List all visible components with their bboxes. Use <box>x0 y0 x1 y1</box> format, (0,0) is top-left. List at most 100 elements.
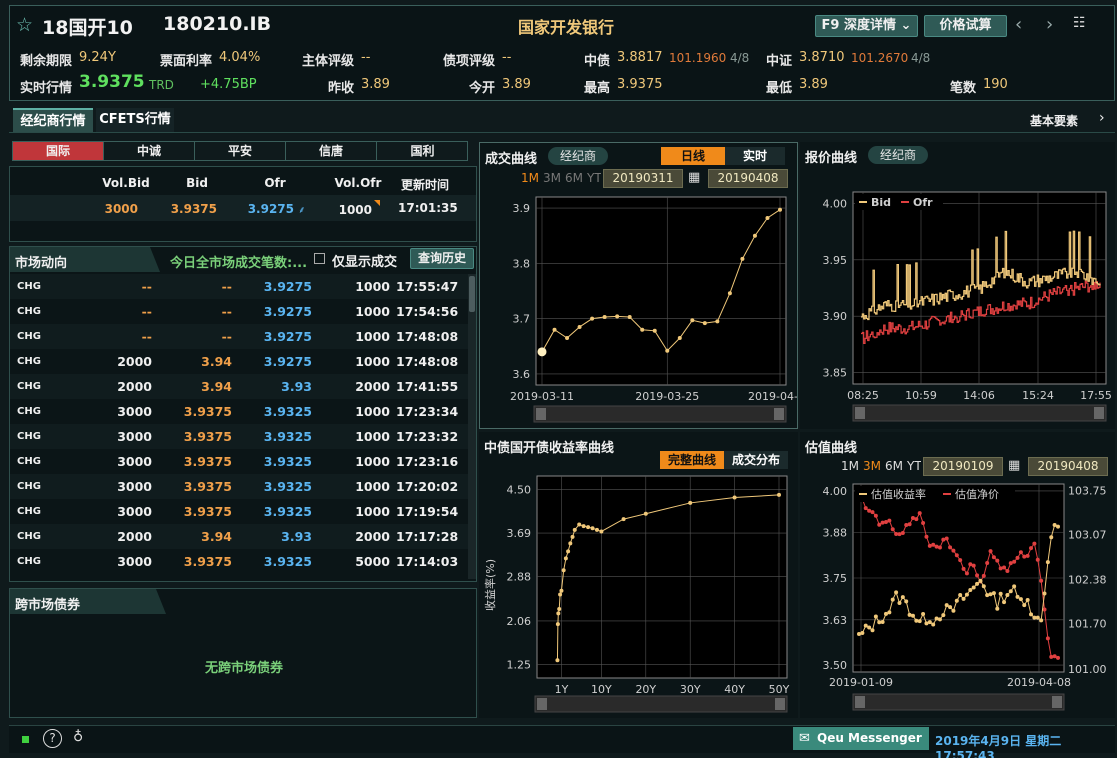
list-menu-icon[interactable]: ☷ <box>1073 15 1086 31</box>
val-calendar-icon[interactable]: ▦ <box>1008 458 1021 473</box>
favorite-star-icon[interactable]: ☆ <box>16 14 34 36</box>
deal-source-pill[interactable]: 经纪商 <box>548 147 608 165</box>
row-type: CHG <box>17 481 41 492</box>
market-row[interactable]: CHG 3000 3.9375 3.9325 1000 17:23:34 <box>10 399 468 424</box>
row-vol-ofr: 1000 <box>355 304 390 319</box>
query-history-button[interactable]: 查询历史 <box>410 248 474 269</box>
valuation-price-point <box>931 542 936 547</box>
valuation-price-point <box>995 558 1000 563</box>
valuation-price-point <box>890 527 895 532</box>
val-range-3m[interactable]: 3M <box>863 459 881 473</box>
quote-curve-panel: 报价曲线 经纪商 3.85 3.90 3.95 4.00 08:25 10:59 14:06… <box>800 142 1115 429</box>
value-prev-close: 3.89 <box>361 77 390 92</box>
deal-dist-toggle[interactable]: 成交分布 <box>724 451 788 469</box>
val-range-ytd[interactable]: YTD <box>907 459 921 473</box>
basic-elements-link[interactable]: 基本要素 <box>1030 114 1079 128</box>
valuation-yield-point <box>1052 523 1057 528</box>
quote-chart: 3.85 3.90 3.95 4.00 08:25 10:59 14:06 15:24 17:5… <box>823 191 1112 422</box>
valuation-price-point <box>998 566 1003 571</box>
chevron-right-icon[interactable]: › <box>1099 110 1105 126</box>
label-open: 今开 <box>469 81 496 96</box>
y-tick-label: 3.9 <box>513 202 531 215</box>
y-tick-label: 4.50 <box>507 483 532 496</box>
market-row[interactable]: CHG 3000 3.9375 3.9325 1000 17:19:54 <box>10 499 468 524</box>
tab-broker-quotes[interactable]: 经纪商行情 <box>13 108 93 132</box>
valuation-price-point <box>941 537 946 542</box>
y-tick-label-left: 4.00 <box>823 485 848 498</box>
full-curve-toggle[interactable]: 完整曲线 <box>660 451 724 469</box>
broker-tab-zhongcheng[interactable]: 中诚 <box>104 142 195 160</box>
row-vol-bid: 3000 <box>117 479 152 494</box>
row-type: CHG <box>17 556 41 567</box>
deal-point <box>690 318 695 323</box>
best-quote-row[interactable]: 3000 3.9375 3.9275 ⸙ 1000 17:01:35 <box>10 195 476 221</box>
row-ofr: 3.9325 <box>263 454 312 469</box>
quote-source-pill[interactable]: 经纪商 <box>868 146 928 164</box>
help-icon[interactable]: ? <box>43 729 62 748</box>
market-row[interactable]: CHG 2000 3.94 3.93 2000 17:17:28 <box>10 524 468 549</box>
deal-start-date[interactable]: 20190311 <box>603 169 683 188</box>
market-scrollbar[interactable] <box>468 274 476 579</box>
row-vol-ofr: 2000 <box>355 529 390 544</box>
valuation-yield-point <box>1029 612 1034 617</box>
yield-point <box>688 500 693 505</box>
market-row[interactable]: CHG 3000 3.9375 3.9325 1000 17:23:16 <box>10 449 468 474</box>
price-calc-button[interactable]: 价格试算 <box>924 15 1007 37</box>
market-row[interactable]: CHG 3000 3.9375 3.9325 1000 17:23:32 <box>10 424 468 449</box>
lightbulb-icon[interactable]: ♁ <box>73 729 84 745</box>
value-realtime-src: TRD <box>149 78 174 92</box>
valuation-price-point <box>897 532 902 537</box>
scroll-thumb[interactable] <box>469 276 475 312</box>
value-coupon: 4.04% <box>219 50 261 65</box>
range-1m[interactable]: 1M <box>521 171 539 185</box>
tab-cfets-quotes[interactable]: CFETS行情 <box>96 108 174 132</box>
deal-point <box>640 327 645 332</box>
market-row[interactable]: CHG 3000 3.9375 3.9325 5000 17:14:03 <box>10 549 468 574</box>
market-row[interactable]: CHG 2000 3.94 3.93 2000 17:41:55 <box>10 374 468 399</box>
broker-tab-pingan[interactable]: 平安 <box>195 142 286 160</box>
deal-end-date[interactable]: 20190408 <box>708 169 788 188</box>
valuation-yield-point <box>1002 600 1007 605</box>
row-vol-ofr: 5000 <box>355 554 390 569</box>
market-row[interactable]: CHG -- -- 3.9275 1000 17:55:47 <box>10 274 468 299</box>
y-tick-label-right: 102.38 <box>1068 573 1107 586</box>
market-row[interactable]: CHG 2000 3.94 3.9275 1000 17:48:08 <box>10 349 468 374</box>
row-bid: 3.9375 <box>183 429 232 444</box>
yield-scroll-handle-right <box>775 698 785 710</box>
broker-tab-xintang[interactable]: 信唐 <box>286 142 377 160</box>
val-end-date[interactable]: 20190408 <box>1028 457 1108 476</box>
market-row[interactable]: CHG 3000 3.9375 3.9325 1000 17:20:02 <box>10 474 468 499</box>
market-row[interactable]: CHG -- -- 3.9275 1000 17:54:56 <box>10 299 468 324</box>
market-list[interactable]: CHG -- -- 3.9275 1000 17:55:47 CHG -- -- 3.9275 10… <box>10 274 468 579</box>
qeu-messenger-button[interactable]: ✉ Qeu Messenger <box>793 727 929 750</box>
row-ofr: 3.93 <box>281 529 312 544</box>
row-bid: -- <box>221 304 232 319</box>
row-time: 17:14:03 <box>396 554 459 569</box>
daily-toggle[interactable]: 日线 <box>661 147 725 165</box>
f9-detail-button[interactable]: F9 深度详情 ⌄ <box>815 15 918 37</box>
broker-tab-guoji[interactable]: 国际 <box>13 142 104 160</box>
range-3m[interactable]: 3M <box>543 171 561 185</box>
x-tick-label: 1Y <box>555 683 569 696</box>
market-row[interactable]: CHG -- -- 3.9275 1000 17:48:08 <box>10 324 468 349</box>
only-trades-checkbox[interactable] <box>314 253 325 264</box>
flag-icon <box>374 200 380 206</box>
calendar-icon[interactable]: ▦ <box>688 170 701 185</box>
prev-arrow-icon[interactable]: ‹ <box>1015 14 1023 35</box>
range-ytd[interactable]: YTD <box>587 171 601 185</box>
label-coupon: 票面利率 <box>160 54 213 69</box>
yield-point <box>586 525 591 530</box>
broker-tab-guoli[interactable]: 国利 <box>410 144 435 158</box>
realtime-toggle[interactable]: 实时 <box>725 147 785 165</box>
next-arrow-icon[interactable]: › <box>1046 14 1054 35</box>
label-low: 最低 <box>766 81 793 96</box>
row-type: CHG <box>17 406 41 417</box>
val-start-date[interactable]: 20190109 <box>923 457 1003 476</box>
best-bid: 3.9375 <box>170 202 217 216</box>
val-range-6m[interactable]: 6M <box>885 459 903 473</box>
range-6m[interactable]: 6M <box>565 171 583 185</box>
val-range-1m[interactable]: 1M <box>841 459 859 473</box>
col-vol-bid: Vol.Bid <box>102 176 150 190</box>
y-tick-label-left: 3.88 <box>823 527 848 540</box>
row-type: CHG <box>17 456 41 467</box>
